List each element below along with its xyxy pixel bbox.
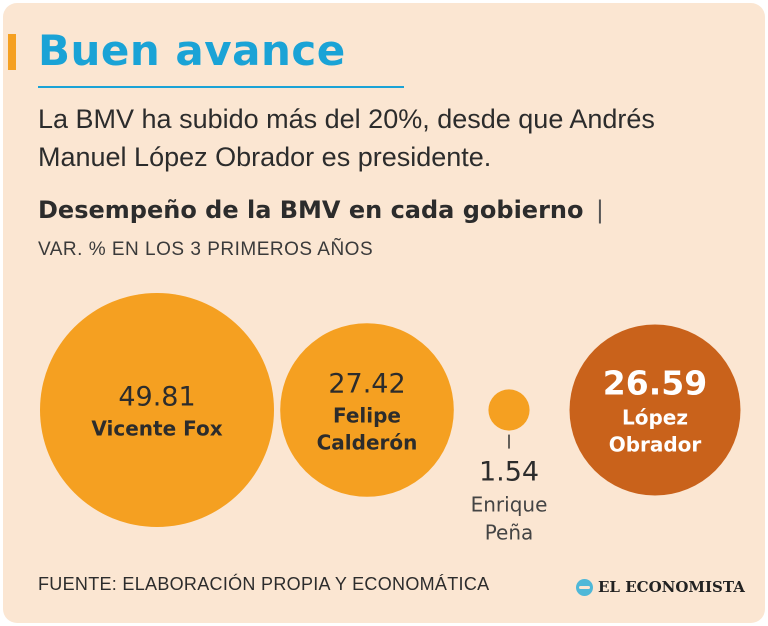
page-subtitle: La BMV ha subido más del 20%, desde que …: [38, 104, 655, 172]
bubble-enrique-pena: [488, 389, 530, 431]
chart-title: Desempeño de la BMV en cada gobierno |: [38, 196, 604, 224]
brand-name: EL ECONOMISTA: [598, 578, 745, 596]
source-note: FUENTE: ELABORACIÓN PROPIA Y ECONOMÁTICA: [38, 574, 490, 594]
name-label-lopez-obrador-2: Obrador: [609, 433, 702, 457]
chart-title-text: Desempeño de la BMV en cada gobierno: [38, 196, 584, 224]
bubble-lopez-obrador: [569, 324, 741, 496]
name-label-enrique-pena-1: Enrique: [471, 493, 548, 517]
page-title: Buen avance: [38, 26, 346, 75]
value-label-vicente-fox: 49.81: [118, 382, 195, 413]
name-label-enrique-pena-2: Peña: [485, 521, 534, 545]
value-label-enrique-pena: 1.54: [479, 457, 539, 488]
title-accent-bar: [8, 34, 16, 70]
bubble-vicente-fox: [40, 293, 274, 527]
name-label-felipe-calderon-1: Felipe: [333, 404, 401, 428]
wave-icon: [576, 578, 593, 596]
title-underline: [38, 86, 404, 88]
bubble-felipe-calderon: [280, 323, 454, 497]
chart-title-separator: |: [595, 196, 604, 224]
value-label-felipe-calderon: 27.42: [328, 369, 405, 400]
name-label-lopez-obrador-1: López: [622, 406, 688, 430]
name-label-felipe-calderon-2: Calderón: [317, 431, 418, 455]
chart-subtitle: VAR. % EN LOS 3 PRIMEROS AÑOS: [38, 239, 374, 260]
brand-logo: EL ECONOMISTA: [576, 575, 745, 599]
value-label-lopez-obrador: 26.59: [603, 364, 707, 403]
name-label-vicente-fox-1: Vicente Fox: [91, 417, 222, 441]
